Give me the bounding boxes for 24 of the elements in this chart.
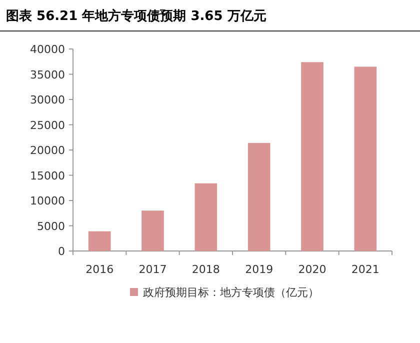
- y-tick-label: 20000: [30, 144, 65, 157]
- chart-title: 图表 56.21 年地方专项债预期 3.65 万亿元: [6, 8, 266, 24]
- bar: [142, 210, 164, 251]
- plot: 0 5000 10000 15000 20000 25000 30000 35000 40000 2016 2017 2018 2019 2020 2021: [30, 43, 392, 276]
- bar: [301, 62, 324, 251]
- bar: [88, 231, 111, 251]
- x-tick-label: 2019: [245, 263, 274, 276]
- bar: [248, 142, 270, 251]
- y-tick-label: 15000: [30, 169, 65, 182]
- legend: 政府预期目标：地方专项债（亿元）: [130, 286, 319, 299]
- y-tick-label: 35000: [30, 68, 65, 82]
- x-tick-label: 2021: [351, 263, 380, 276]
- bar: [194, 183, 218, 251]
- x-tick-label: 2018: [192, 263, 220, 276]
- bar: [354, 66, 377, 251]
- y-tick-label: 10000: [30, 194, 65, 208]
- y-tick-label: 25000: [30, 118, 65, 132]
- y-tick-label: 0: [58, 245, 65, 258]
- y-tick-label: 5000: [37, 220, 65, 233]
- x-tick-label: 2020: [298, 263, 326, 276]
- y-tick-label: 40000: [30, 43, 65, 56]
- y-tick-label: 30000: [30, 94, 65, 106]
- x-tick-label: 2017: [138, 263, 167, 276]
- x-tick-label: 2016: [86, 263, 114, 276]
